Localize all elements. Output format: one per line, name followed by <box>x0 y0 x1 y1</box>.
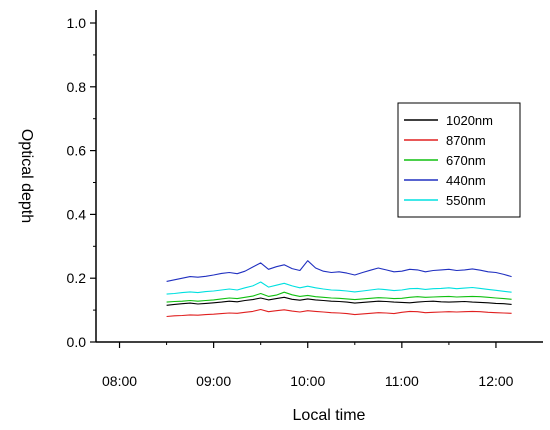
plot-area: 0.0 0.2 0.4 0.6 0.8 1.0 08:00 09:00 10:00 11:00 1… <box>67 10 543 389</box>
y-axis-title: Optical depth <box>18 129 35 223</box>
legend: 1020nm 870nm 670nm 440nm 550nm <box>397 102 521 218</box>
x-tick-label: 08:00 <box>102 373 137 389</box>
y-tick-label: 1.0 <box>67 15 87 31</box>
y-tick-label: 0.0 <box>67 334 87 350</box>
x-tick-label: 11:00 <box>385 373 419 389</box>
series-line-440nm <box>166 260 512 282</box>
series-line-1020nm <box>166 296 512 306</box>
series-line-550nm <box>166 281 512 295</box>
x-tick-label: 12:00 <box>478 373 513 389</box>
series-line-670nm <box>166 291 512 303</box>
series-group <box>166 260 512 318</box>
x-tick-label: 10:00 <box>290 373 325 389</box>
x-axis-title: Local time <box>293 407 366 424</box>
legend-label: 670nm <box>446 153 486 168</box>
y-tick-label: 0.8 <box>67 79 87 95</box>
legend-label: 440nm <box>446 173 486 188</box>
y-ticks: 0.0 0.2 0.4 0.6 0.8 1.0 <box>67 15 96 350</box>
y-tick-label: 0.6 <box>67 143 87 159</box>
y-tick-label: 0.2 <box>67 270 87 286</box>
series-line-870nm <box>166 308 512 318</box>
y-tick-label: 0.4 <box>67 206 87 222</box>
x-tick-label: 09:00 <box>196 373 231 389</box>
legend-label: 550nm <box>446 193 486 208</box>
legend-label: 1020nm <box>446 113 493 128</box>
x-ticks: 08:00 09:00 10:00 11:00 12:00 <box>102 342 514 389</box>
legend-label: 870nm <box>446 133 486 148</box>
legend-items: 1020nm 870nm 670nm 440nm 550nm <box>404 113 493 208</box>
